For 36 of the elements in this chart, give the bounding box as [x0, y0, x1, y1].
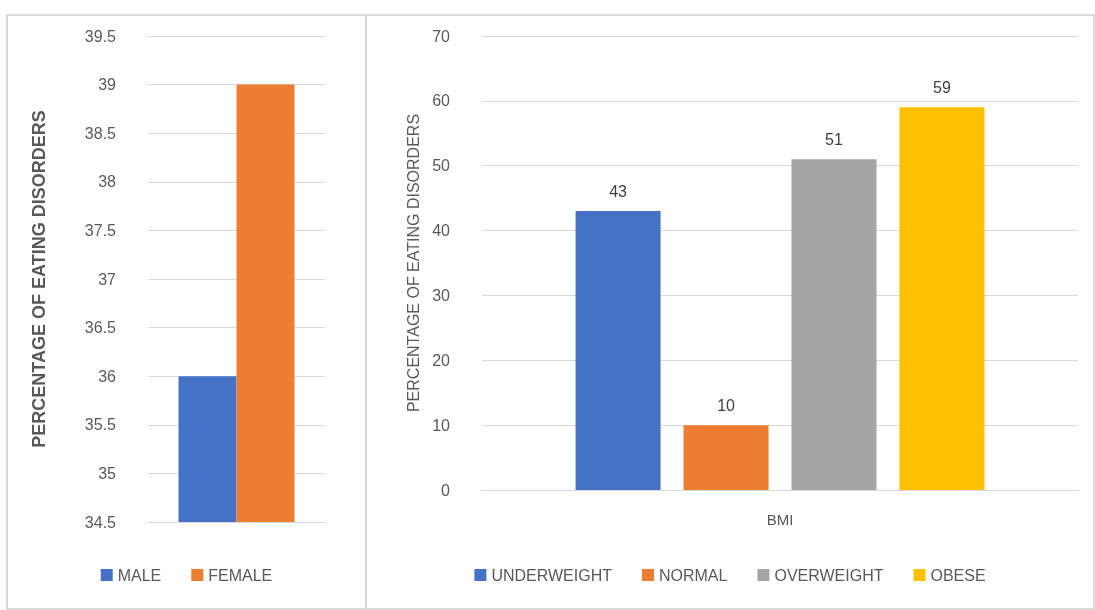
x-tick-label: BMI — [766, 511, 794, 528]
y-tick-label: 37 — [98, 270, 117, 288]
legend-label: OVERWEIGHT — [774, 566, 884, 584]
y-tick-label: 30 — [432, 286, 451, 304]
bar — [575, 211, 661, 490]
y-tick-label: 10 — [432, 416, 451, 434]
bar — [683, 425, 769, 490]
y-tick-label: 35.5 — [84, 416, 117, 434]
y-tick-label: 39 — [98, 76, 117, 94]
data-label: 43 — [609, 182, 628, 200]
data-label: 10 — [717, 396, 736, 414]
data-label: 59 — [933, 78, 951, 96]
y-tick-label: 35 — [98, 464, 117, 482]
y-tick-label: 39.5 — [84, 27, 117, 45]
y-tick-label: 50 — [432, 157, 451, 175]
y-tick-label: 36.5 — [84, 319, 117, 337]
y-tick-label: 60 — [432, 92, 451, 110]
y-tick-label: 34.5 — [84, 513, 117, 531]
y-tick-label: 38.5 — [84, 124, 117, 142]
legend-label: NORMAL — [658, 566, 728, 584]
bar — [899, 107, 985, 490]
bar — [791, 159, 877, 490]
legend-label: OBESE — [930, 566, 986, 584]
legend-label: FEMALE — [208, 566, 273, 584]
y-tick-label: 20 — [432, 351, 451, 369]
y-tick-label: 37.5 — [84, 221, 117, 239]
legend-label: UNDERWEIGHT — [491, 566, 613, 584]
y-axis-title: PERCENTAGE OF EATING DISORDERS — [404, 113, 422, 413]
y-tick-label: 70 — [432, 27, 451, 45]
y-tick-label: 0 — [441, 481, 451, 499]
y-tick-label: 40 — [432, 222, 451, 240]
data-label: 51 — [825, 130, 843, 148]
legend-label: MALE — [117, 566, 162, 584]
y-axis-title: PERCENTAGE OF EATING DISORDERS — [29, 110, 49, 448]
y-tick-label: 38 — [98, 173, 117, 191]
y-tick-label: 36 — [98, 367, 117, 385]
